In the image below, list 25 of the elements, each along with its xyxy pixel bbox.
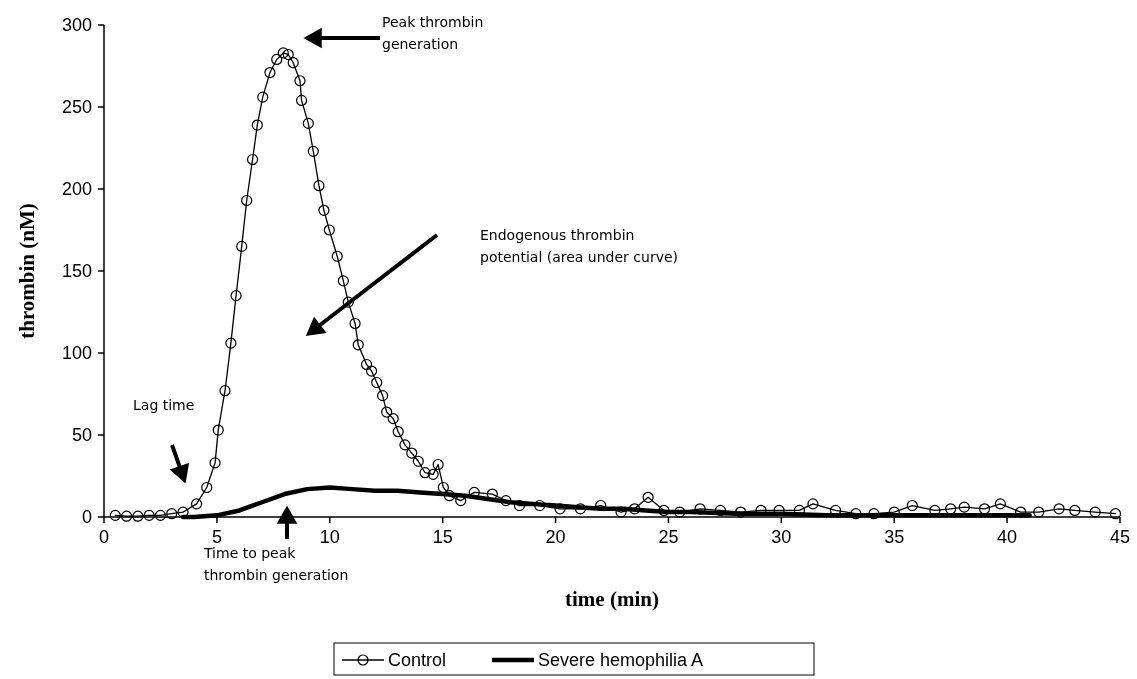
x-tick-label: 15 [432, 527, 453, 547]
legend-label: Severe hemophilia A [538, 650, 704, 670]
x-tick-label: 10 [319, 527, 340, 547]
x-tick-label: 5 [211, 527, 222, 547]
x-tick-label: 20 [545, 527, 566, 547]
legend-label: Control [388, 650, 447, 670]
x-tick-label: 45 [1109, 527, 1131, 547]
annotation: Peak thrombin generation [382, 14, 484, 52]
x-axis-title: time (min) [565, 587, 659, 611]
x-tick-label: 35 [884, 527, 905, 547]
y-tick-label: 50 [71, 425, 92, 446]
y-tick-label: 300 [61, 15, 92, 36]
y-tick-label: 150 [61, 261, 92, 282]
y-axis-title: thrombin (nM) [15, 203, 39, 339]
y-tick-label: 200 [61, 179, 92, 200]
y-tick-label: 250 [61, 97, 92, 118]
y-tick-label: 100 [61, 343, 92, 364]
annotation: Lag time [133, 397, 195, 413]
x-tick-label: 40 [997, 527, 1018, 547]
y-tick-label: 0 [81, 507, 92, 528]
x-tick-label: 30 [771, 527, 792, 547]
x-tick-label: 0 [98, 527, 110, 547]
text: Time to peak thrombin generation [203, 545, 349, 583]
annotation: Endogenous thrombin potential (area under curve) [480, 227, 678, 265]
x-tick-label: 25 [658, 527, 679, 547]
